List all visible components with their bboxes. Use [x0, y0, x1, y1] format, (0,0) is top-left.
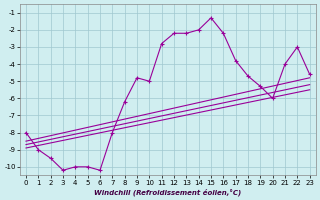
X-axis label: Windchill (Refroidissement éolien,°C): Windchill (Refroidissement éolien,°C): [94, 188, 242, 196]
